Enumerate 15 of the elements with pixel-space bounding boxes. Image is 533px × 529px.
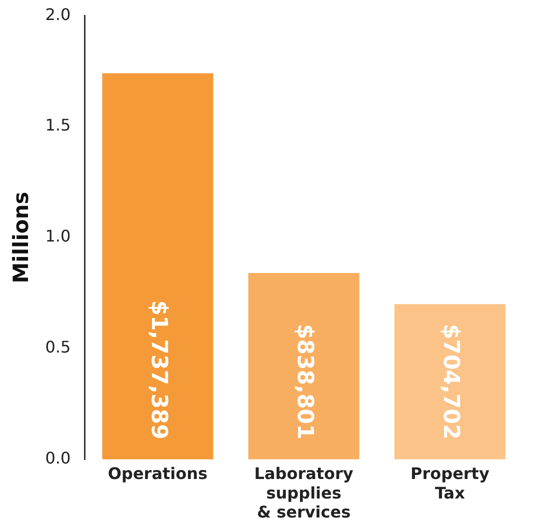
y-tick-label: 0.0 [45,448,71,468]
y-tick-label: 2.0 [45,4,71,24]
annotation: $1,737,389 [146,300,171,440]
bar [394,304,506,460]
annotation: $704,702 [438,324,464,440]
y-tick-label: 1.5 [45,116,71,135]
y-tick-label: 0.5 [45,338,71,357]
bar [248,273,360,460]
y-tick-label: 1.0 [45,226,71,246]
annotation: $838,801 [292,324,318,440]
x-tick-label: Operations [108,464,208,484]
bar [102,73,214,460]
x-tick-label: Property Tax [410,464,490,502]
y-axis-title: Millions [9,192,34,284]
x-tick-label: Laboratory supplies & services [254,464,354,522]
